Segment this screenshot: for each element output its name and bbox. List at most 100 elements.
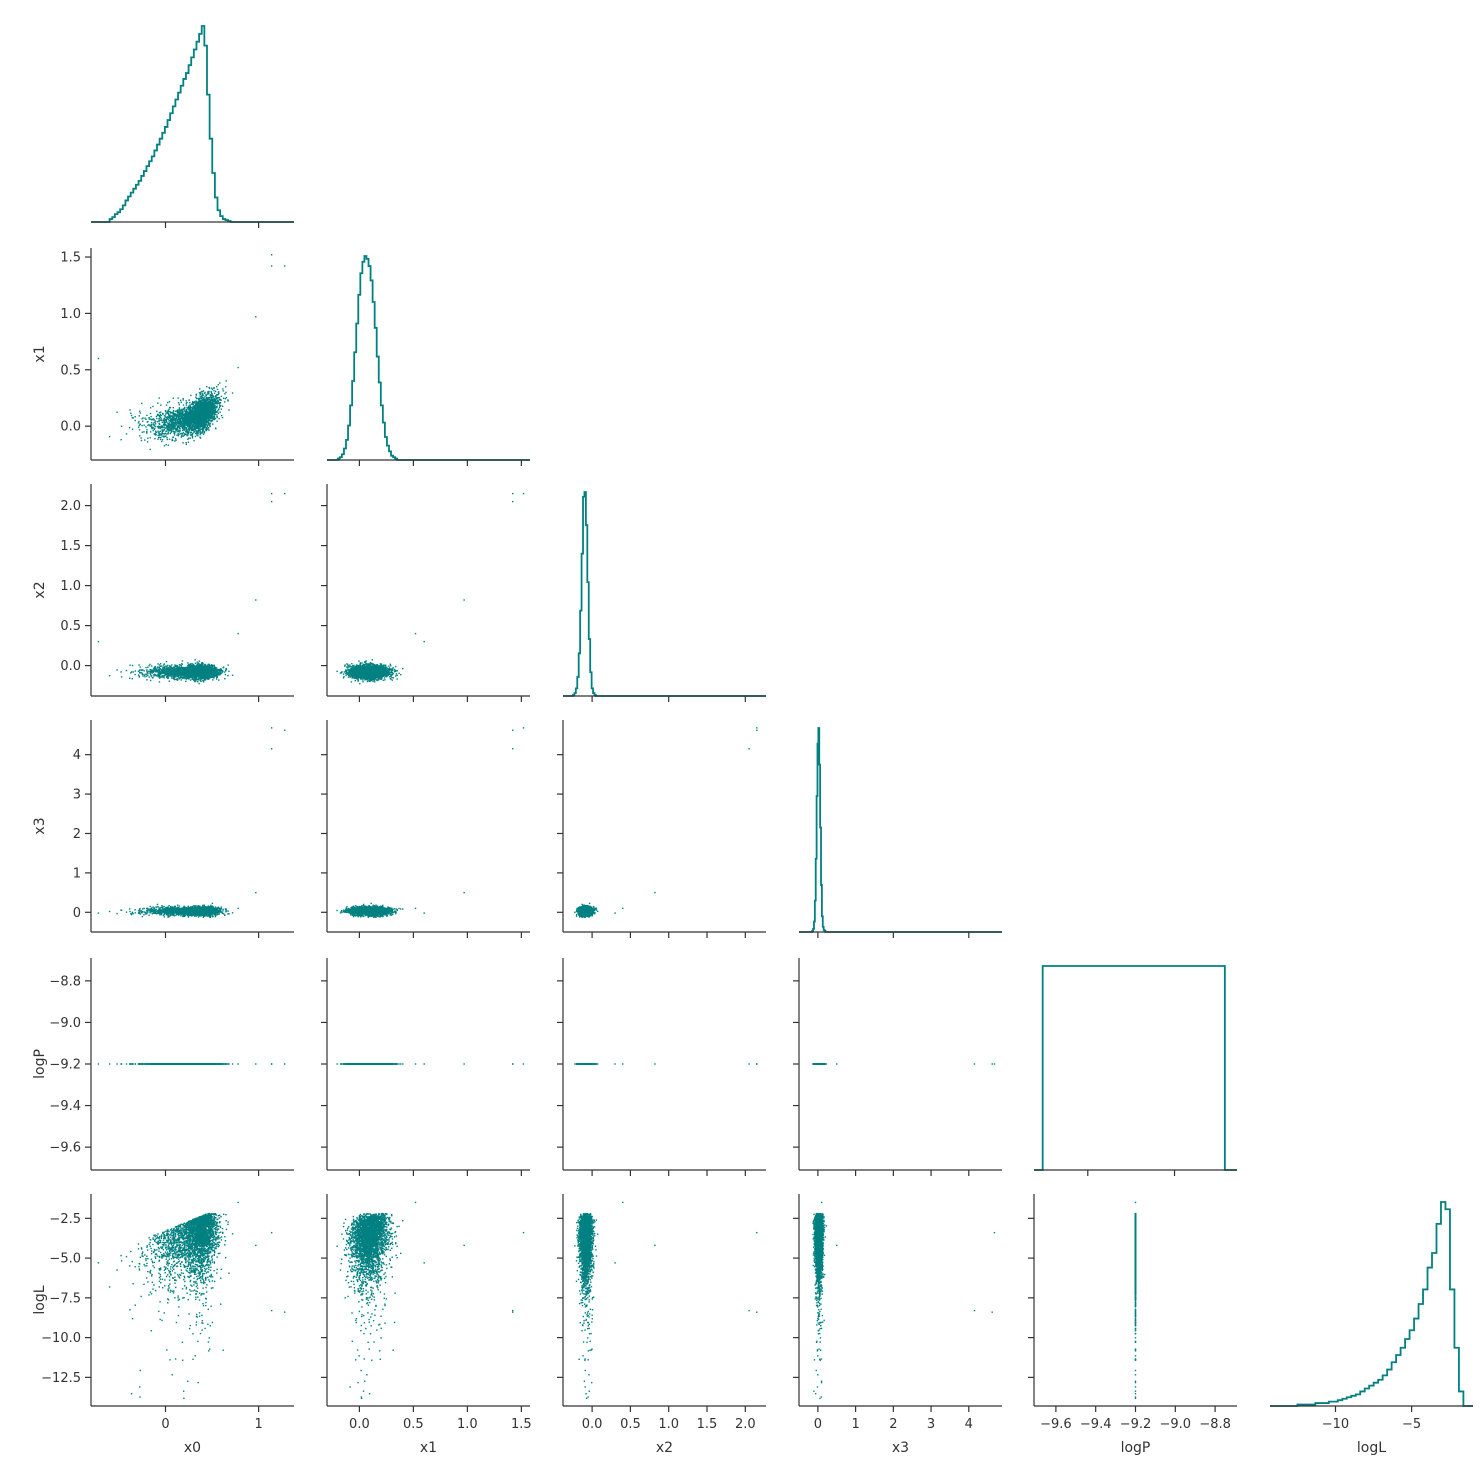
data-point xyxy=(196,398,197,399)
data-point xyxy=(164,677,165,678)
data-point xyxy=(215,407,216,408)
data-point xyxy=(162,439,163,440)
data-point xyxy=(216,411,217,412)
data-point xyxy=(109,675,110,676)
data-point xyxy=(182,433,183,434)
data-point xyxy=(152,430,153,431)
data-point xyxy=(207,414,208,415)
data-point xyxy=(213,406,214,407)
data-point xyxy=(138,421,139,422)
data-point xyxy=(159,433,160,434)
data-point xyxy=(198,398,199,399)
data-point xyxy=(191,434,192,435)
data-point xyxy=(193,416,194,417)
data-point xyxy=(184,415,185,416)
data-point xyxy=(175,414,176,415)
data-point xyxy=(211,412,212,413)
data-point xyxy=(179,428,180,429)
data-point xyxy=(203,406,204,407)
data-point xyxy=(184,423,185,424)
data-point xyxy=(169,422,170,423)
data-point xyxy=(178,426,179,427)
data-point xyxy=(197,416,198,417)
data-point xyxy=(206,395,207,396)
y-tick-label: 1.0 xyxy=(60,307,81,322)
data-point xyxy=(183,404,184,405)
data-point xyxy=(214,398,215,399)
data-point xyxy=(215,391,216,392)
data-point xyxy=(98,358,99,359)
data-point xyxy=(160,417,161,418)
data-point xyxy=(220,405,221,406)
data-point xyxy=(200,397,201,398)
data-point xyxy=(179,409,180,410)
panel-x2-vs-x0: 0.00.51.01.52.0x2 xyxy=(32,484,294,702)
data-point xyxy=(188,418,189,419)
data-point xyxy=(160,439,161,440)
data-point xyxy=(145,426,146,427)
data-point xyxy=(150,416,151,417)
data-point xyxy=(182,398,183,399)
data-point xyxy=(221,408,222,409)
data-point xyxy=(200,400,201,401)
data-point xyxy=(160,404,161,405)
data-point xyxy=(177,409,178,410)
panel-x1-vs-x0: 0.00.51.01.5x1 xyxy=(32,248,294,466)
data-point xyxy=(151,425,152,426)
data-point xyxy=(219,382,220,383)
data-point xyxy=(221,415,222,416)
data-point xyxy=(178,435,179,436)
data-point xyxy=(182,427,183,428)
data-point xyxy=(160,437,161,438)
data-point xyxy=(158,397,159,398)
data-point xyxy=(150,449,151,450)
data-point xyxy=(198,428,199,429)
data-point xyxy=(186,444,187,445)
data-point xyxy=(196,434,197,435)
data-point xyxy=(189,428,190,429)
data-point xyxy=(232,392,233,393)
data-point xyxy=(165,424,166,425)
data-point xyxy=(168,419,169,420)
data-point xyxy=(208,427,209,428)
data-point xyxy=(210,404,211,405)
data-point xyxy=(212,414,213,415)
data-point xyxy=(212,408,213,409)
data-point xyxy=(217,389,218,390)
data-point xyxy=(165,410,166,411)
y-tick-label: 0.5 xyxy=(60,363,81,378)
data-point xyxy=(216,398,217,399)
data-point xyxy=(138,664,139,665)
data-point xyxy=(185,415,186,416)
data-point xyxy=(109,436,110,437)
data-point xyxy=(218,403,219,404)
data-point xyxy=(207,416,208,417)
data-point xyxy=(188,426,189,427)
data-point xyxy=(163,420,164,421)
data-point xyxy=(126,433,127,434)
data-point xyxy=(172,440,173,441)
data-point xyxy=(149,437,150,438)
data-point xyxy=(166,422,167,423)
data-point xyxy=(168,409,169,410)
data-point xyxy=(217,410,218,411)
data-point xyxy=(212,399,213,400)
data-point xyxy=(175,439,176,440)
data-point xyxy=(224,393,225,394)
data-point xyxy=(171,412,172,413)
data-point xyxy=(173,398,174,399)
data-point xyxy=(164,425,165,426)
data-point xyxy=(143,425,144,426)
data-point xyxy=(167,426,168,427)
data-point xyxy=(151,428,152,429)
data-point xyxy=(162,429,163,430)
data-point xyxy=(150,407,151,408)
data-point xyxy=(147,421,148,422)
data-point xyxy=(195,433,196,434)
data-point xyxy=(190,395,191,396)
data-point xyxy=(196,402,197,403)
data-point xyxy=(150,431,151,432)
data-point xyxy=(200,413,201,414)
data-point xyxy=(146,429,147,430)
data-point xyxy=(194,411,195,412)
